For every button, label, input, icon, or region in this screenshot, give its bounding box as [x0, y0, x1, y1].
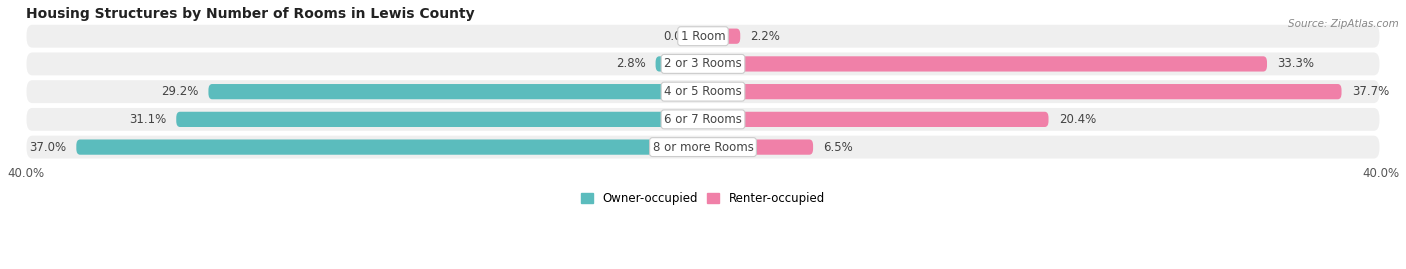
Text: 2 or 3 Rooms: 2 or 3 Rooms: [664, 57, 742, 70]
FancyBboxPatch shape: [25, 24, 1381, 49]
Text: 37.7%: 37.7%: [1351, 85, 1389, 98]
Text: 29.2%: 29.2%: [160, 85, 198, 98]
FancyBboxPatch shape: [703, 84, 1341, 99]
FancyBboxPatch shape: [703, 112, 1049, 127]
Text: 4 or 5 Rooms: 4 or 5 Rooms: [664, 85, 742, 98]
Text: 1 Room: 1 Room: [681, 30, 725, 43]
Text: 2.8%: 2.8%: [616, 57, 645, 70]
Text: 2.2%: 2.2%: [751, 30, 780, 43]
FancyBboxPatch shape: [655, 56, 703, 72]
FancyBboxPatch shape: [176, 112, 703, 127]
Text: Housing Structures by Number of Rooms in Lewis County: Housing Structures by Number of Rooms in…: [25, 7, 474, 21]
Text: 33.3%: 33.3%: [1277, 57, 1315, 70]
Text: 20.4%: 20.4%: [1059, 113, 1095, 126]
Text: 6.5%: 6.5%: [824, 141, 853, 154]
FancyBboxPatch shape: [25, 107, 1381, 132]
Text: 8 or more Rooms: 8 or more Rooms: [652, 141, 754, 154]
FancyBboxPatch shape: [703, 56, 1267, 72]
FancyBboxPatch shape: [25, 79, 1381, 104]
Text: 0.0%: 0.0%: [664, 30, 693, 43]
FancyBboxPatch shape: [25, 51, 1381, 76]
Text: 6 or 7 Rooms: 6 or 7 Rooms: [664, 113, 742, 126]
FancyBboxPatch shape: [25, 134, 1381, 160]
Legend: Owner-occupied, Renter-occupied: Owner-occupied, Renter-occupied: [576, 188, 830, 210]
Text: Source: ZipAtlas.com: Source: ZipAtlas.com: [1288, 19, 1399, 29]
Text: 37.0%: 37.0%: [30, 141, 66, 154]
FancyBboxPatch shape: [703, 29, 741, 44]
FancyBboxPatch shape: [703, 139, 813, 155]
FancyBboxPatch shape: [76, 139, 703, 155]
FancyBboxPatch shape: [208, 84, 703, 99]
Text: 31.1%: 31.1%: [129, 113, 166, 126]
